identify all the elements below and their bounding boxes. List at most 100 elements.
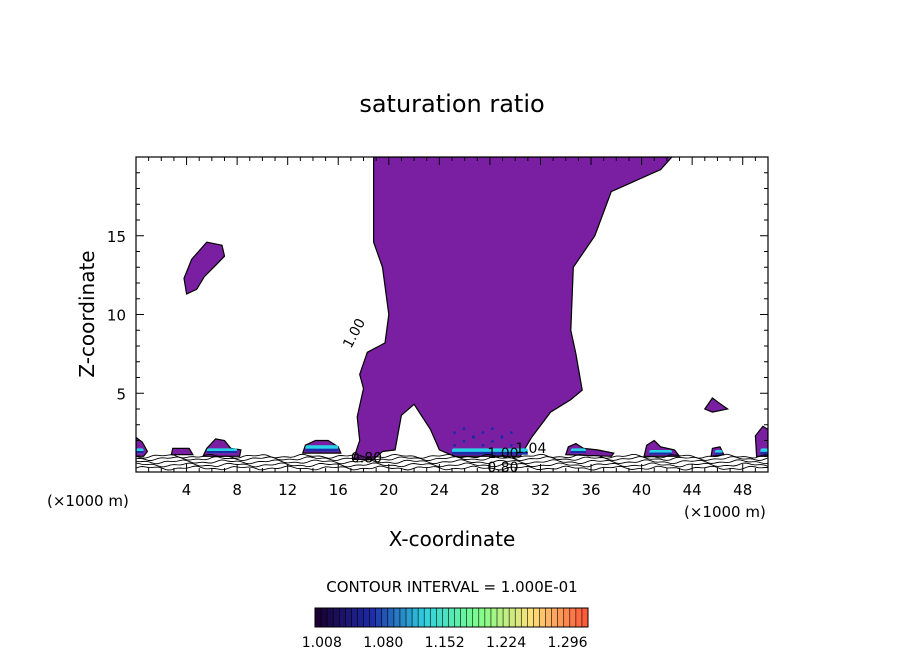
- colorbar-cell: [569, 608, 577, 627]
- colorbar-cell: [466, 608, 474, 627]
- colorbar-tick-label: 1.080: [363, 635, 403, 651]
- patch-dot: [462, 427, 466, 431]
- patch-dot: [510, 443, 513, 447]
- colorbar-cell: [406, 608, 413, 627]
- colorbar-cell: [369, 608, 377, 627]
- region-main-plume: [352, 157, 673, 460]
- contour-label: 0.80: [351, 451, 382, 467]
- x-tick-label: 16: [329, 481, 348, 499]
- patch-dot: [491, 427, 494, 431]
- patch-blue: [760, 451, 768, 455]
- x-axis-label: X-coordinate: [389, 527, 516, 551]
- colorbar-cell: [478, 608, 486, 627]
- colorbar-cell: [315, 608, 322, 627]
- y-axis-label: Z-coordinate: [75, 250, 99, 377]
- plot-area: 1.000.800.801.001.04 4 8 12 16 20 24 28 32 36 40 4…: [107, 156, 769, 499]
- colorbar-cell: [490, 608, 498, 627]
- x-unit-left: (×1000 m): [47, 492, 129, 510]
- colorbar-cell: [418, 608, 425, 627]
- x-tick-label: 36: [581, 481, 600, 499]
- colorbar: 1.008 1.080 1.152 1.224 1.296: [302, 607, 589, 651]
- colorbar-cell: [551, 608, 559, 627]
- colorbar-cell: [430, 608, 437, 627]
- x-tick-label: 44: [683, 481, 702, 499]
- surface-contour-line: [136, 459, 768, 465]
- colorbar-cell: [557, 608, 565, 627]
- patch-dot: [481, 431, 485, 435]
- patch-blue: [452, 451, 528, 455]
- patch-blue: [570, 450, 586, 454]
- patch-dot: [491, 439, 494, 443]
- colorbar-cell: [515, 608, 522, 627]
- contour-labels: 1.000.800.801.001.04: [340, 316, 546, 476]
- colorbar-cell: [375, 608, 383, 627]
- region-upper-left-blob: [183, 241, 226, 295]
- colorbar-cell: [339, 608, 346, 627]
- colorbar-tick-label: 1.152: [425, 635, 465, 651]
- colorbar-tick-label: 1.224: [486, 635, 526, 651]
- colorbar-cell: [521, 608, 528, 627]
- colorbar-cell: [424, 608, 431, 627]
- colorbar-cell: [321, 608, 328, 627]
- y-tick-label: 10: [107, 307, 126, 325]
- surface-contour-line: [136, 462, 768, 468]
- chart-title: saturation ratio: [359, 90, 544, 118]
- x-tick-label: 32: [531, 481, 550, 499]
- region-blob-right-46: [703, 397, 730, 413]
- patch-dot: [500, 435, 504, 438]
- colorbar-cell: [381, 608, 389, 627]
- x-tick-label: 28: [480, 481, 499, 499]
- colorbar-cell: [363, 608, 371, 627]
- contour-label: 1.04: [515, 441, 546, 457]
- patch-dot: [453, 431, 456, 435]
- colorbar-cell: [509, 608, 516, 627]
- colorbar-cell: [399, 608, 407, 627]
- colorbar-cell: [533, 608, 540, 627]
- surface-contour-line: [136, 456, 768, 462]
- patch-blue: [136, 450, 144, 454]
- patch-blue: [649, 452, 672, 455]
- colorbar-cell: [563, 608, 571, 627]
- colorbar-frame: [314, 607, 589, 628]
- colorbar-cell: [581, 608, 589, 627]
- colorbar-cell: [412, 608, 419, 627]
- x-tick-label: 12: [278, 481, 297, 499]
- patch-blue: [305, 448, 339, 452]
- colorbar-cell: [333, 608, 340, 627]
- colorbar-cell: [357, 608, 365, 627]
- colorbar-cell: [539, 608, 547, 627]
- colorbar-cell: [442, 608, 449, 627]
- surface-contour-line: [136, 453, 768, 459]
- x-unit-right: (×1000 m): [684, 503, 766, 521]
- contour-interval-text: CONTOUR INTERVAL = 1.000E-01: [326, 578, 577, 596]
- x-tick-label: 48: [733, 481, 752, 499]
- colored-contour-patches: [136, 427, 768, 455]
- patch-dot: [453, 443, 456, 447]
- colorbar-cell: [472, 608, 480, 627]
- patch-dot: [462, 439, 466, 443]
- colorbar-cell: [545, 608, 553, 627]
- y-tick-label: 15: [107, 228, 126, 246]
- colorbar-cell: [575, 608, 583, 627]
- patch-dot: [510, 431, 513, 435]
- colorbar-tick-label: 1.296: [547, 635, 587, 651]
- patch-dot: [481, 443, 485, 447]
- contour-label: 1.00: [487, 446, 518, 462]
- colorbar-cell: [448, 608, 456, 627]
- x-tick-label: 40: [632, 481, 651, 499]
- region-blob-35: [564, 442, 615, 457]
- y-tick-label: 5: [116, 385, 126, 403]
- x-tick-label: 20: [379, 481, 398, 499]
- colorbar-cell: [484, 608, 492, 627]
- colorbar-cell: [327, 608, 334, 627]
- patch-blue: [206, 450, 238, 454]
- colorbar-cell: [351, 608, 358, 627]
- colorbar-cell: [527, 608, 534, 627]
- colorbar-cell: [497, 608, 504, 627]
- colorbar-cell: [454, 608, 462, 627]
- region-blob-3: [170, 447, 194, 456]
- x-tick-label: 8: [232, 481, 242, 499]
- colorbar-tick-label: 1.008: [302, 635, 342, 651]
- colorbar-cell: [460, 608, 468, 627]
